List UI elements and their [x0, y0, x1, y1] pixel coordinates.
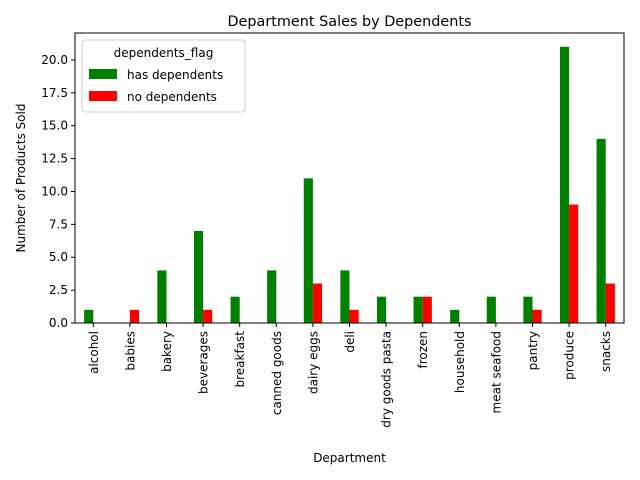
x-axis-label: Department — [313, 451, 386, 465]
x-axis: alcohol babies bakery beverages breakfast can… — [87, 323, 613, 428]
y-tick-label: 5.0 — [49, 250, 68, 264]
legend-label-has-dependents: has dependents — [127, 68, 223, 82]
bar-babies-no-dependents — [129, 309, 140, 323]
y-tick-label: 20.0 — [41, 53, 68, 67]
bar-frozen-no-dependents — [422, 296, 432, 323]
bar-beverages-no-dependents — [203, 309, 213, 323]
bar-pantry-has-dependents — [523, 296, 533, 323]
chart-title: Department Sales by Dependents — [227, 14, 471, 30]
y-axis-label: Number of Products Sold — [14, 104, 28, 253]
bar-dairy-eggs-no-dependents — [312, 283, 323, 323]
bar-alcohol-has-dependents — [84, 309, 94, 323]
legend-title: dependents_flag — [114, 46, 214, 60]
y-tick-label: 12.5 — [41, 152, 68, 166]
legend: dependents_flag has dependents no depend… — [81, 39, 246, 113]
y-tick-label: 17.5 — [41, 86, 68, 100]
x-tick-label-canned-goods: canned goods — [270, 331, 284, 415]
x-tick-label-produce: produce — [563, 331, 577, 380]
x-tick-label-frozen: frozen — [416, 331, 430, 369]
bar-deli-no-dependents — [349, 309, 359, 323]
bar-household-has-dependents — [450, 309, 460, 323]
y-tick-label: 0.0 — [49, 316, 68, 330]
x-tick-label-dry-goods-pasta: dry goods pasta — [380, 331, 394, 428]
x-tick-label-alcohol: alcohol — [87, 331, 101, 374]
bar-snacks-no-dependents — [605, 283, 615, 323]
bar-frozen-has-dependents — [413, 296, 423, 323]
legend-swatch-has-dependents — [89, 69, 117, 79]
x-tick-label-household: household — [453, 331, 467, 393]
y-axis: 0.0 2.5 5.0 7.5 10.0 12.5 15.0 17.5 20.0 — [41, 53, 75, 330]
x-tick-label-babies: babies — [123, 331, 137, 371]
x-tick-label-meat-seafood: meat seafood — [489, 331, 503, 413]
bar-bakery-has-dependents — [157, 270, 167, 323]
bar-produce-no-dependents — [569, 204, 579, 323]
x-tick-label-pantry: pantry — [526, 331, 540, 370]
bars — [84, 46, 615, 324]
y-tick-label: 15.0 — [41, 119, 68, 133]
plot-frame — [74, 32, 625, 324]
x-tick-label-beverages: beverages — [197, 331, 211, 394]
x-tick-label-dairy-eggs: dairy eggs — [306, 331, 320, 394]
bar-meat-seafood-has-dependents — [486, 296, 496, 323]
bar-canned-goods-has-dependents — [267, 270, 277, 323]
legend-swatch-no-dependents — [89, 91, 117, 101]
x-tick-label-breakfast: breakfast — [233, 331, 247, 388]
y-tick-label: 7.5 — [49, 217, 68, 231]
bar-breakfast-has-dependents — [230, 296, 240, 323]
bar-pantry-no-dependents — [532, 309, 542, 323]
x-tick-label-deli: deli — [343, 331, 357, 353]
bar-beverages-has-dependents — [193, 230, 204, 323]
bar-snacks-has-dependents — [596, 138, 606, 323]
y-tick-label: 2.5 — [49, 283, 68, 297]
bar-deli-has-dependents — [340, 270, 350, 323]
legend-label-no-dependents: no dependents — [127, 90, 217, 104]
legend-frame — [81, 39, 246, 113]
bar-dairy-eggs-has-dependents — [303, 178, 313, 323]
x-tick-label-snacks: snacks — [599, 331, 613, 372]
bar-produce-has-dependents — [559, 46, 570, 324]
y-tick-label: 10.0 — [41, 184, 68, 198]
bar-dry-goods-pasta-has-dependents — [376, 296, 387, 323]
x-tick-label-bakery: bakery — [160, 331, 174, 372]
